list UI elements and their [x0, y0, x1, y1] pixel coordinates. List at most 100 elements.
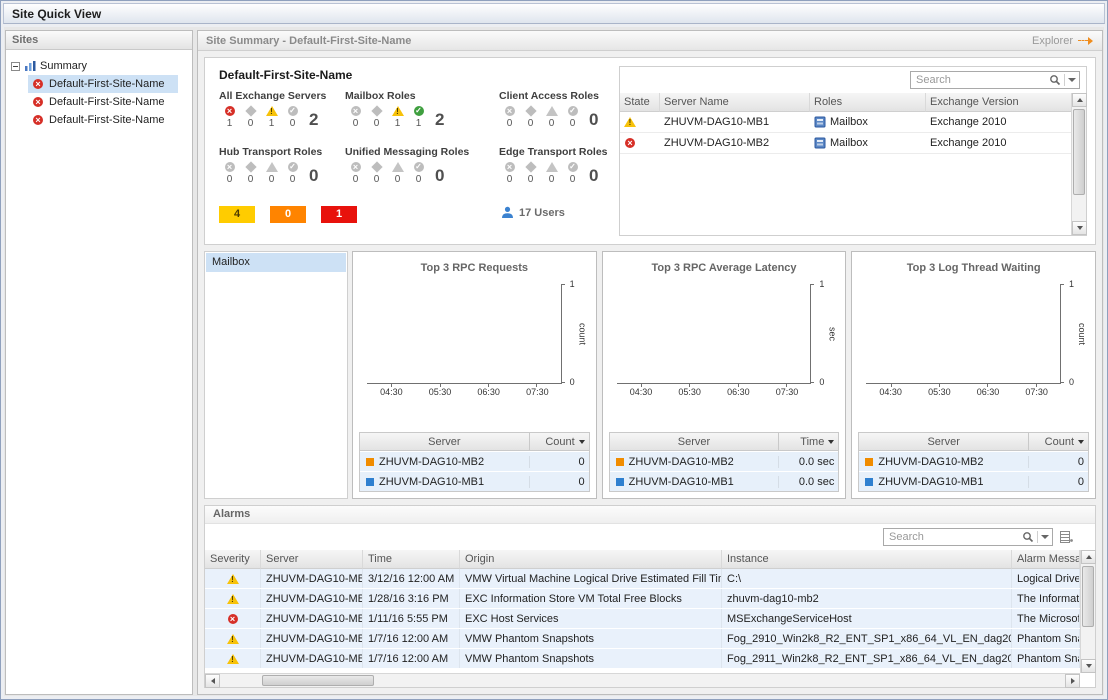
tree-expander-icon[interactable] [11, 61, 20, 71]
scrollbar-track[interactable] [220, 674, 1065, 687]
column-header-alarm-message[interactable]: Alarm Message [1012, 550, 1080, 569]
scroll-down-button[interactable] [1072, 221, 1087, 235]
column-header-exchange-version[interactable]: Exchange Version [926, 93, 1086, 112]
chart-table-row[interactable]: ZHUVM-DAG10-MB1 0 [859, 471, 1089, 491]
server-search-input[interactable] [916, 74, 1049, 86]
search-icon[interactable] [1049, 74, 1061, 86]
alarm-row[interactable]: ZHUVM-DAG10-MB2 1/7/16 12:00 AM VMW Phan… [205, 649, 1080, 669]
x-tick: 05:30 [678, 387, 701, 397]
vertical-scrollbar[interactable] [1071, 93, 1087, 235]
column-header-time[interactable]: Time [363, 550, 460, 569]
column-header-severity[interactable]: Severity [205, 550, 261, 569]
column-header-count[interactable]: Count [528, 433, 589, 450]
column-header-server-name[interactable]: Server Name [660, 93, 810, 112]
column-header-state[interactable]: State [620, 93, 660, 112]
critical-alarm-badge[interactable]: 0 [270, 206, 306, 223]
scrollbar-thumb[interactable] [1082, 566, 1094, 627]
alarms-table-header: Severity Server Time Origin Instance Ala… [205, 550, 1080, 569]
chart-table-row[interactable]: ZHUVM-DAG10-MB1 0 [360, 471, 589, 491]
severity-icon [226, 593, 239, 605]
sidebar-item-site[interactable]: Default-First-Site-Name [28, 93, 178, 111]
state-cell: 0 [366, 105, 387, 129]
alarm-row[interactable]: ZHUVM-DAG10-MB1 3/12/16 12:00 AM VMW Vir… [205, 569, 1080, 589]
fatal-state-icon [504, 105, 516, 117]
server-row[interactable]: ZHUVM-DAG10-MB2 Mailbox Exchange 2010 [620, 133, 1086, 154]
role-group-total: 0 [589, 166, 599, 185]
chart-table-row[interactable]: ZHUVM-DAG10-MB2 0.0 sec [609, 451, 839, 471]
fatal-state-icon [504, 161, 516, 173]
column-header-origin[interactable]: Origin [460, 550, 722, 569]
chart-title: Top 3 Log Thread Waiting [906, 262, 1041, 274]
alarms-search-input[interactable] [889, 531, 1022, 543]
warning-alarm-badge[interactable]: 4 [219, 206, 255, 223]
legend-value: 0.0 sec [778, 455, 838, 468]
alarm-row[interactable]: ZHUVM-DAG10-MB2 1/28/16 3:16 PM EXC Info… [205, 589, 1080, 609]
alarm-count-badges: 4 0 1 [219, 206, 357, 223]
main-header: Site Summary - Default-First-Site-Name E… [198, 31, 1102, 51]
chart-table-row[interactable]: ZHUVM-DAG10-MB2 0 [859, 451, 1089, 471]
site-summary-section: Default-First-Site-Name All Exchange Ser… [204, 57, 1096, 245]
chart-table-row[interactable]: ZHUVM-DAG10-MB1 0.0 sec [609, 471, 839, 491]
column-header-time[interactable]: Time [778, 433, 838, 450]
chart-table-row[interactable]: ZHUVM-DAG10-MB2 0 [360, 451, 589, 471]
severity-icon [226, 633, 239, 645]
workspace: Sites Summary Default-First-Site-Name De… [4, 27, 1104, 696]
scrollbar-track[interactable] [1072, 107, 1086, 221]
server-search-box [910, 71, 1080, 89]
column-header-roles[interactable]: Roles [810, 93, 926, 112]
state-cell: 1 [387, 105, 408, 129]
x-tick: 05:30 [428, 387, 452, 397]
state-cell: 0 [520, 161, 541, 185]
scroll-down-button[interactable] [1081, 659, 1096, 673]
alarm-row[interactable]: ZHUVM-DAG10-MB1 1/7/16 12:00 AM VMW Phan… [205, 629, 1080, 649]
fatal-alarm-badge[interactable]: 1 [321, 206, 357, 223]
column-header-server[interactable]: Server [428, 436, 461, 448]
role-nav-panel: Mailbox [204, 251, 348, 499]
sidebar-item-site[interactable]: Default-First-Site-Name [28, 75, 178, 93]
x-tick: 06:30 [976, 387, 1000, 397]
window-title: Site Quick View [3, 3, 1105, 24]
column-header-count[interactable]: Count [1028, 433, 1088, 450]
role-group-mailbox: Mailbox Roles 0 0 1 1 2 [345, 90, 493, 130]
nav-item-mailbox[interactable]: Mailbox [206, 253, 346, 272]
x-tick: 04:30 [629, 387, 653, 397]
sidebar-item-site[interactable]: Default-First-Site-Name [28, 111, 178, 129]
scrollbar-track[interactable] [1081, 564, 1095, 659]
chart-title: Top 3 RPC Requests [420, 262, 529, 274]
sites-panel: Sites Summary Default-First-Site-Name De… [5, 30, 193, 695]
state-count: 0 [569, 174, 576, 186]
role-group-title: Hub Transport Roles [219, 146, 323, 158]
explorer-label: Explorer [1032, 34, 1073, 47]
search-options-caret-icon[interactable] [1068, 78, 1076, 82]
scroll-right-button[interactable] [1065, 673, 1080, 688]
sort-caret-icon [1078, 439, 1085, 444]
explorer-link[interactable]: Explorer [1032, 35, 1094, 47]
state-cell: 0 [541, 105, 562, 129]
chart-card-log-thread-waiting: Top 3 Log Thread Waiting 1 0 count 04:30… [851, 251, 1097, 499]
column-header-instance[interactable]: Instance [722, 550, 1012, 569]
normal-state-icon [413, 161, 425, 173]
alarm-row[interactable]: ZHUVM-DAG10-MB2 1/11/16 5:55 PM EXC Host… [205, 609, 1080, 629]
search-options-caret-icon[interactable] [1041, 535, 1049, 539]
role-group-unified-messaging: Unified Messaging Roles 0 0 0 0 0 [345, 146, 493, 186]
role-group-total: 2 [309, 110, 319, 129]
column-header-server[interactable]: Server [677, 436, 711, 448]
scroll-up-button[interactable] [1081, 550, 1096, 564]
scroll-left-button[interactable] [205, 673, 220, 688]
search-icon[interactable] [1022, 531, 1034, 543]
legend-swatch [366, 477, 374, 486]
scroll-up-button[interactable] [1072, 93, 1087, 107]
tree-root-summary[interactable]: Summary [11, 57, 187, 75]
table-customizer-icon[interactable] [1060, 531, 1073, 543]
scrollbar-thumb[interactable] [262, 675, 374, 686]
alarm-server: ZHUVM-DAG10-MB2 [261, 649, 363, 668]
state-cell: 1 [219, 105, 240, 129]
column-header-server[interactable]: Server [927, 436, 960, 448]
scrollbar-thumb[interactable] [1073, 109, 1085, 195]
server-row[interactable]: ZHUVM-DAG10-MB1 Mailbox Exchange 2010 [620, 112, 1086, 133]
vertical-scrollbar[interactable] [1080, 550, 1096, 673]
legend-value: 0 [1028, 455, 1088, 468]
state-cell: 0 [282, 161, 303, 185]
horizontal-scrollbar[interactable] [205, 673, 1080, 688]
column-header-server[interactable]: Server [261, 550, 363, 569]
